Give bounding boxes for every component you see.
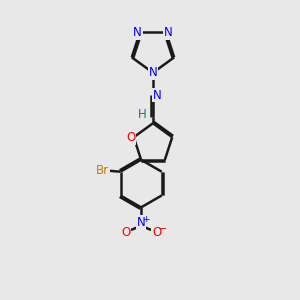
Text: O: O bbox=[152, 226, 161, 239]
Text: O: O bbox=[126, 131, 135, 144]
Text: +: + bbox=[142, 215, 150, 224]
Text: N: N bbox=[153, 88, 162, 101]
Text: −: − bbox=[158, 224, 167, 234]
Text: Br: Br bbox=[96, 164, 109, 177]
Text: N: N bbox=[137, 216, 146, 229]
Text: N: N bbox=[148, 66, 157, 79]
Text: O: O bbox=[121, 226, 130, 239]
Text: N: N bbox=[133, 26, 142, 39]
Text: H: H bbox=[138, 108, 147, 121]
Text: N: N bbox=[164, 26, 173, 39]
